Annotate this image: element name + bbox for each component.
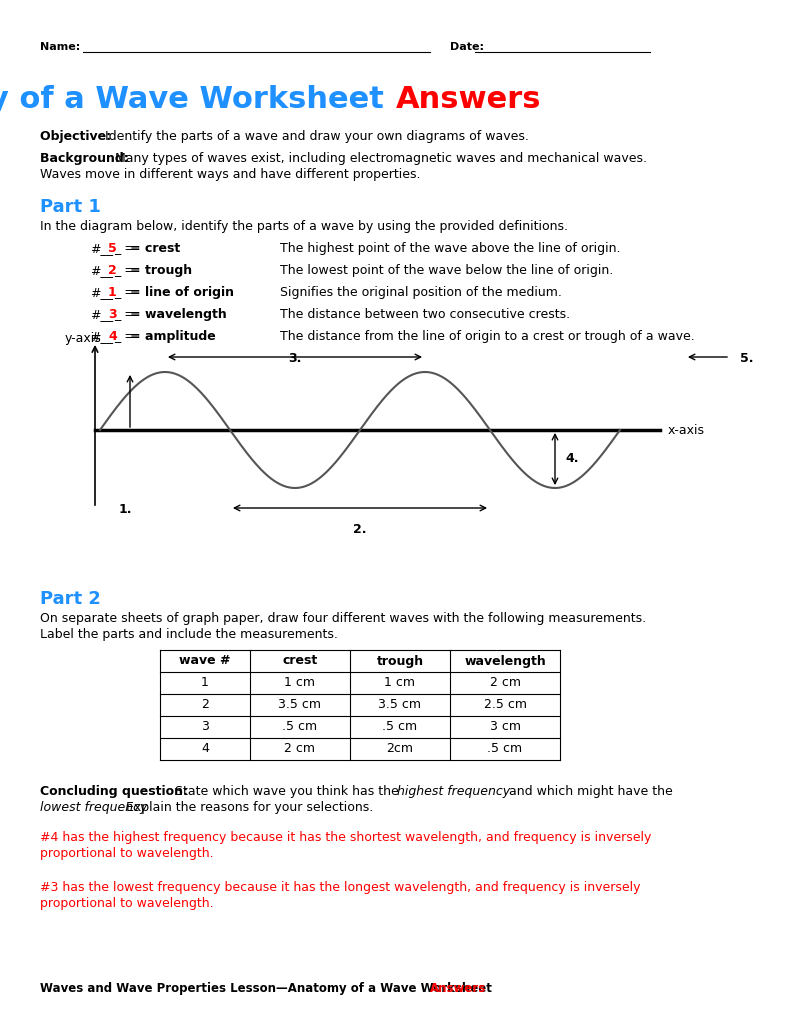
Text: _ =: _ = (114, 264, 139, 278)
Text: proportional to wavelength.: proportional to wavelength. (40, 897, 214, 910)
Text: = wavelength: = wavelength (130, 308, 227, 321)
Text: . Explain the reasons for your selections.: . Explain the reasons for your selection… (118, 801, 373, 814)
Text: wavelength: wavelength (464, 654, 546, 668)
Text: Anatomy of a Wave Worksheet: Anatomy of a Wave Worksheet (0, 85, 395, 115)
Text: = crest: = crest (130, 242, 180, 255)
Text: 3 cm: 3 cm (490, 721, 520, 733)
Text: On separate sheets of graph paper, draw four different waves with the following : On separate sheets of graph paper, draw … (40, 612, 646, 625)
Text: 4.: 4. (565, 453, 578, 466)
Text: Waves move in different ways and have different properties.: Waves move in different ways and have di… (40, 168, 421, 181)
Text: 1: 1 (201, 677, 209, 689)
Text: 2 cm: 2 cm (490, 677, 520, 689)
Text: _ =: _ = (114, 330, 139, 343)
Text: 2: 2 (108, 264, 117, 278)
Text: 1: 1 (108, 286, 117, 299)
Text: .5 cm: .5 cm (282, 721, 317, 733)
Text: wave #: wave # (180, 654, 231, 668)
Text: .5 cm: .5 cm (487, 742, 523, 756)
Text: 2cm: 2cm (387, 742, 414, 756)
Text: 3.5 cm: 3.5 cm (379, 698, 422, 712)
Text: The distance between two consecutive crests.: The distance between two consecutive cre… (280, 308, 570, 321)
Text: lowest frequency: lowest frequency (40, 801, 147, 814)
Text: Background:: Background: (40, 152, 133, 165)
Text: Part 1: Part 1 (40, 198, 101, 216)
Text: Signifies the original position of the medium.: Signifies the original position of the m… (280, 286, 562, 299)
Text: _ =: _ = (114, 286, 139, 299)
Text: y-axis: y-axis (65, 332, 102, 345)
Text: x-axis: x-axis (668, 424, 705, 436)
Text: The lowest point of the wave below the line of origin.: The lowest point of the wave below the l… (280, 264, 613, 278)
Text: 1.: 1. (118, 503, 132, 516)
Text: Objective:: Objective: (40, 130, 115, 143)
Text: = amplitude: = amplitude (130, 330, 216, 343)
Text: Date:: Date: (450, 42, 488, 52)
Text: #__: #__ (90, 286, 113, 299)
Text: Identify the parts of a wave and draw your own diagrams of waves.: Identify the parts of a wave and draw yo… (105, 130, 529, 143)
Text: #__: #__ (90, 308, 113, 321)
Text: #__: #__ (90, 264, 113, 278)
Text: State which wave you think has the: State which wave you think has the (175, 785, 403, 798)
Text: 2.5 cm: 2.5 cm (483, 698, 527, 712)
Text: The distance from the line of origin to a crest or trough of a wave.: The distance from the line of origin to … (280, 330, 694, 343)
Text: _ =: _ = (114, 308, 139, 321)
Text: Waves and Wave Properties Lesson—Anatomy of a Wave Worksheet: Waves and Wave Properties Lesson—Anatomy… (40, 982, 496, 995)
Text: The highest point of the wave above the line of origin.: The highest point of the wave above the … (280, 242, 620, 255)
Text: Many types of waves exist, including electromagnetic waves and mechanical waves.: Many types of waves exist, including ele… (115, 152, 647, 165)
Text: Part 2: Part 2 (40, 590, 101, 608)
Text: 1 cm: 1 cm (384, 677, 415, 689)
Text: 2 cm: 2 cm (285, 742, 316, 756)
Text: highest frequency: highest frequency (397, 785, 510, 798)
Text: #__: #__ (90, 330, 113, 343)
Text: 2.: 2. (354, 523, 367, 536)
Text: 3.: 3. (288, 352, 301, 365)
Text: 3: 3 (108, 308, 116, 321)
Text: and which might have the: and which might have the (505, 785, 673, 798)
Text: = trough: = trough (130, 264, 192, 278)
Text: 4: 4 (201, 742, 209, 756)
Text: 5.: 5. (740, 352, 754, 365)
Text: 2: 2 (201, 698, 209, 712)
Text: 4: 4 (108, 330, 117, 343)
Text: #__: #__ (90, 242, 113, 255)
Text: Answers: Answers (430, 982, 486, 995)
Text: #4 has the highest frequency because it has the shortest wavelength, and frequen: #4 has the highest frequency because it … (40, 831, 651, 844)
Text: trough: trough (377, 654, 423, 668)
Text: Answers: Answers (396, 85, 542, 115)
Text: crest: crest (282, 654, 318, 668)
Text: 3: 3 (201, 721, 209, 733)
Text: 3.5 cm: 3.5 cm (278, 698, 321, 712)
Text: In the diagram below, identify the parts of a wave by using the provided definit: In the diagram below, identify the parts… (40, 220, 568, 233)
Text: = line of origin: = line of origin (130, 286, 234, 299)
Text: Name:: Name: (40, 42, 84, 52)
Text: 5: 5 (108, 242, 117, 255)
Text: .5 cm: .5 cm (382, 721, 418, 733)
Text: proportional to wavelength.: proportional to wavelength. (40, 847, 214, 860)
Text: #3 has the lowest frequency because it has the longest wavelength, and frequency: #3 has the lowest frequency because it h… (40, 881, 641, 894)
Text: 1 cm: 1 cm (285, 677, 316, 689)
Text: Label the parts and include the measurements.: Label the parts and include the measurem… (40, 628, 338, 641)
Text: Concluding question:: Concluding question: (40, 785, 192, 798)
Text: _ =: _ = (114, 242, 139, 255)
